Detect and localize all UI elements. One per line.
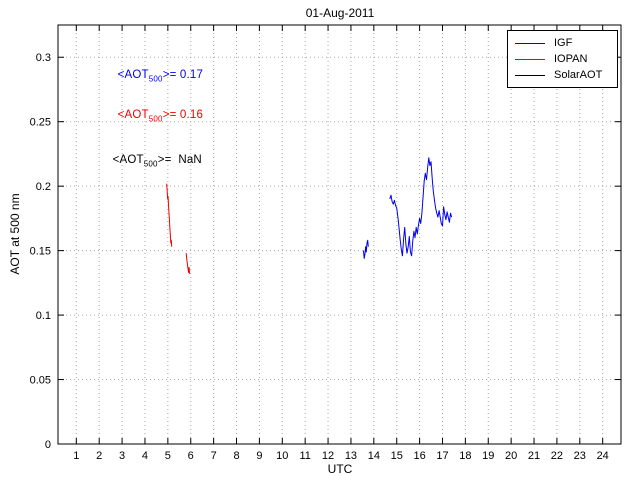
annotation-subscript: 500 xyxy=(148,114,163,124)
svg-text:0.3: 0.3 xyxy=(36,52,51,64)
solaraot-line-sample xyxy=(515,74,545,76)
annotation-text: <AOT xyxy=(112,154,144,166)
annotation-igf-mean: <AOT500>= 0.17 xyxy=(104,57,203,95)
svg-text:20: 20 xyxy=(505,450,517,462)
svg-text:4: 4 xyxy=(142,450,148,462)
svg-text:0.05: 0.05 xyxy=(30,375,51,387)
svg-text:22: 22 xyxy=(551,450,563,462)
svg-text:13: 13 xyxy=(345,450,357,462)
svg-text:0.25: 0.25 xyxy=(30,117,51,129)
svg-text:12: 12 xyxy=(322,450,334,462)
svg-text:8: 8 xyxy=(233,450,239,462)
iopan-line-sample xyxy=(515,58,545,60)
annotation-solaraot-mean: <AOT500>= NaN xyxy=(99,142,202,180)
svg-text:11: 11 xyxy=(299,450,310,462)
legend-item-igf: IGF xyxy=(508,35,617,51)
chart-title: 01-Aug-2011 xyxy=(305,6,375,20)
svg-text:21: 21 xyxy=(528,450,540,462)
annotation-iopan-mean: <AOT500>= 0.16 xyxy=(104,97,203,135)
svg-text:15: 15 xyxy=(391,450,403,462)
annotation-subscript: 500 xyxy=(143,159,158,169)
svg-text:19: 19 xyxy=(482,450,494,462)
y-axis-label: AOT at 500 nm xyxy=(8,193,22,275)
svg-text:14: 14 xyxy=(368,450,380,462)
svg-text:16: 16 xyxy=(413,450,425,462)
x-axis-label: UTC xyxy=(327,462,353,476)
annotation-text: <AOT xyxy=(117,69,149,81)
svg-text:17: 17 xyxy=(436,450,448,462)
annotation-text: <AOT xyxy=(117,109,149,121)
svg-text:10: 10 xyxy=(276,450,288,462)
annotation-text: >= NaN xyxy=(157,154,202,166)
igf-line-sample xyxy=(515,42,545,44)
annotation-subscript: 500 xyxy=(148,74,163,84)
svg-text:0.15: 0.15 xyxy=(30,246,51,258)
legend-label-igf: IGF xyxy=(554,37,573,49)
svg-text:0.2: 0.2 xyxy=(36,181,51,193)
legend: IGF IOPAN SolarAOT xyxy=(507,30,618,88)
svg-text:0: 0 xyxy=(45,439,51,451)
annotation-text: >= 0.16 xyxy=(162,109,204,121)
svg-text:6: 6 xyxy=(188,450,194,462)
svg-text:3: 3 xyxy=(119,450,125,462)
svg-text:7: 7 xyxy=(211,450,217,462)
legend-item-iopan: IOPAN xyxy=(508,51,617,67)
svg-text:23: 23 xyxy=(574,450,586,462)
annotation-text: >= 0.17 xyxy=(162,69,204,81)
svg-text:0.1: 0.1 xyxy=(36,310,51,322)
legend-item-solaraot: SolarAOT xyxy=(508,67,617,83)
legend-label-iopan: IOPAN xyxy=(554,53,588,65)
svg-text:5: 5 xyxy=(165,450,171,462)
svg-text:24: 24 xyxy=(597,450,609,462)
svg-text:1: 1 xyxy=(73,450,79,462)
svg-text:18: 18 xyxy=(459,450,471,462)
legend-label-solaraot: SolarAOT xyxy=(554,69,603,81)
svg-text:9: 9 xyxy=(256,450,262,462)
svg-text:2: 2 xyxy=(96,450,102,462)
